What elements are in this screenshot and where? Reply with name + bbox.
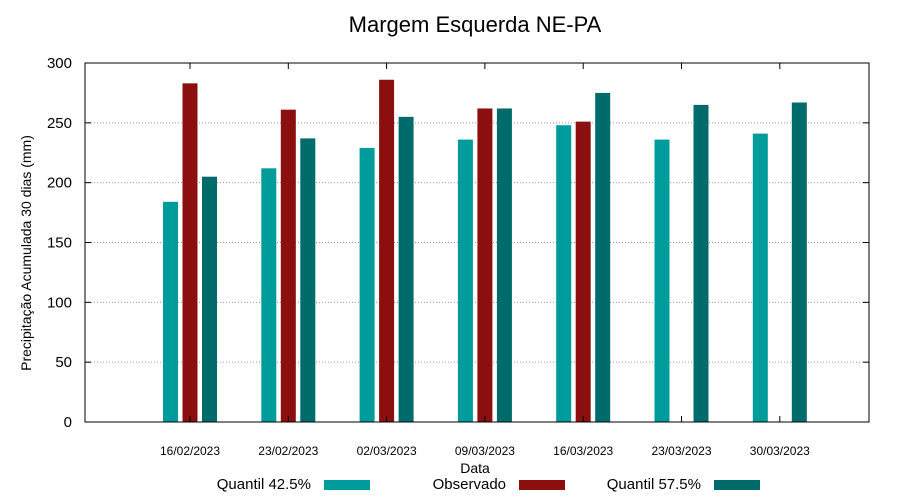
legend-label: Observado (433, 476, 506, 493)
legend-label: Quantil 42.5% (217, 476, 311, 493)
bar-quantil-42-5--1 (261, 168, 277, 422)
bar-quantil-57-5--4 (595, 92, 611, 423)
x-tick-label: 23/03/2023 (651, 444, 711, 458)
legend-label: Quantil 57.5% (607, 476, 701, 493)
bar-observado-2 (379, 79, 395, 423)
bar-quantil-57-5--0 (202, 176, 217, 422)
x-axis-ticks: 16/02/2023 23/02/2023 02/03/2023 09/03/2023… (160, 63, 810, 458)
bar-quantil-42-5--5 (654, 139, 670, 422)
y-tick-label: 50 (55, 354, 72, 371)
x-tick-label: 02/03/2023 (357, 444, 417, 458)
bar-quantil-42-5--4 (556, 125, 572, 422)
legend-swatch (714, 480, 760, 490)
bar-quantil-42-5--0 (163, 201, 178, 422)
bar-quantil-57-5--2 (398, 116, 414, 422)
x-tick-label: 23/02/2023 (258, 444, 318, 458)
y-tick-label: 100 (47, 294, 72, 311)
bar-quantil-57-5--5 (693, 104, 709, 422)
bar-quantil-42-5--6 (752, 133, 768, 422)
y-axis-ticks: 0 50 100 150 200 250 300 (47, 55, 869, 431)
y-axis-label: Precipitação Acumulada 30 dias (mm) (18, 135, 34, 371)
chart-title: Margem Esquerda NE-PA (349, 12, 602, 37)
legend-swatch (324, 480, 370, 490)
y-tick-label: 250 (47, 115, 72, 132)
x-tick-label: 30/03/2023 (750, 444, 810, 458)
bars (163, 79, 807, 423)
legend: Quantil 42.5% Observado Quantil 57.5% (217, 476, 760, 493)
bar-observado-1 (280, 109, 296, 423)
bar-quantil-42-5--3 (457, 139, 473, 422)
y-tick-label: 300 (47, 55, 72, 72)
bar-observado-0 (182, 83, 198, 423)
legend-swatch (519, 480, 565, 490)
y-tick-label: 0 (64, 414, 72, 431)
bar-observado-3 (477, 108, 493, 423)
bar-quantil-57-5--3 (496, 108, 512, 423)
bar-observado-4 (575, 121, 591, 423)
bar-quantil-57-5--6 (791, 102, 807, 423)
x-axis-label: Data (460, 460, 490, 476)
x-tick-label: 09/03/2023 (455, 444, 515, 458)
bar-quantil-57-5--1 (300, 138, 316, 422)
x-tick-label: 16/03/2023 (553, 444, 613, 458)
bar-quantil-42-5--2 (359, 147, 375, 423)
y-tick-label: 150 (47, 235, 72, 252)
x-tick-label: 16/02/2023 (160, 444, 220, 458)
y-tick-label: 200 (47, 175, 72, 192)
